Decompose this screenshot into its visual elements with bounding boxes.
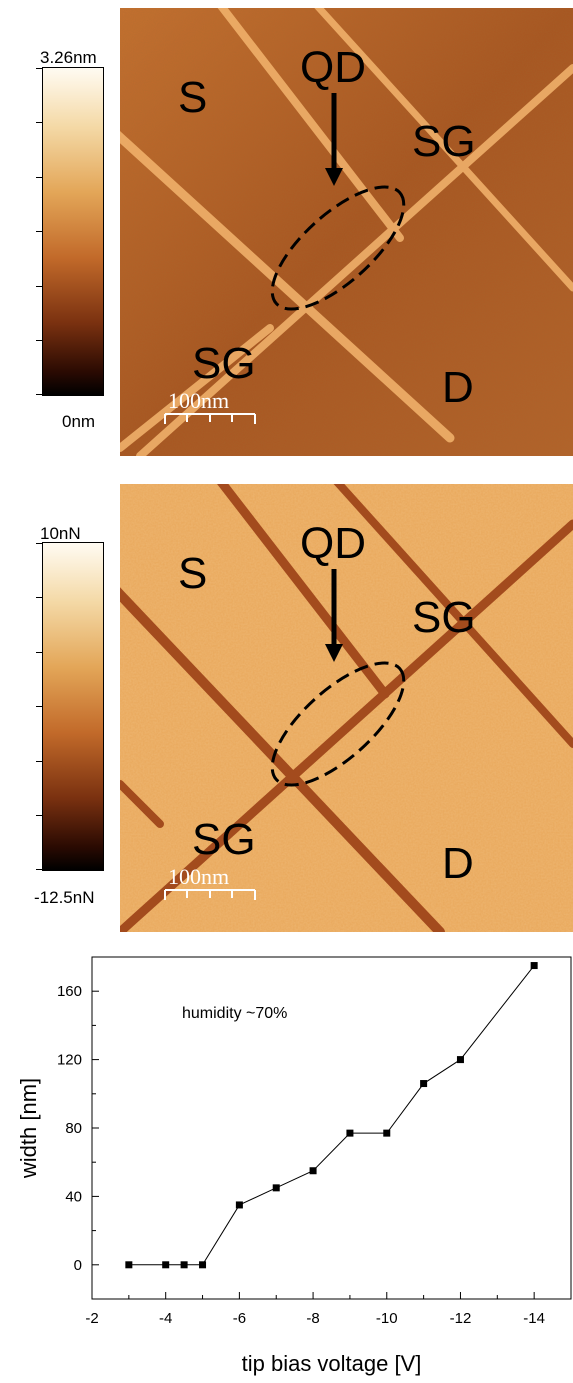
scale-label: 100nm [168,388,229,413]
x-tick-label: -12 [450,1310,472,1327]
scale-label: 100nm [168,864,229,889]
label-side-gate-left: SG [192,815,256,864]
data-point [346,1129,354,1137]
colorbar-min-label: -12.5nN [34,888,95,907]
x-axis-label: tip bias voltage [V] [242,1351,422,1376]
data-point [180,1261,188,1269]
label-drain: D [442,363,474,412]
data-point [125,1261,133,1269]
plot-frame [91,956,572,1300]
humidity-annotation: humidity ~70% [182,1005,287,1022]
x-tick-label: -10 [376,1310,398,1327]
data-point [309,1167,317,1175]
label-quantum-dot: QD [300,43,366,92]
x-tick-label: -2 [85,1310,98,1327]
chart-svg: -2 -4 -6 -8 -10 -12 -14 0 40 80 120 160 humidity ~7… [16,956,572,1376]
topography-panel: 3.26nm 0nm [0,0,573,460]
x-tick-label: -8 [306,1310,319,1327]
data-point [530,962,538,970]
label-source: S [178,549,207,598]
colorbar-min-label: 0nm [62,412,96,431]
data-point [162,1261,170,1269]
x-tick-label: -14 [523,1310,545,1327]
data-point [420,1080,428,1088]
label-drain: D [442,839,474,888]
width-vs-bias-chart: -2 -4 -6 -8 -10 -12 -14 0 40 80 120 160 humidity ~7… [0,945,573,1378]
label-side-gate-left: SG [192,339,256,388]
afm-topography-image: S QD SG SG D 100nm [120,8,573,456]
label-source: S [178,73,207,122]
y-tick-label: 80 [65,1120,82,1137]
y-tick-label: 160 [57,983,82,1000]
y-tick-label: 120 [57,1052,82,1069]
data-point [383,1129,391,1137]
colorbar-max-label: 3.26nm [40,48,97,67]
afm-friction-image: S QD SG SG D 100nm [120,484,573,932]
colorbar-max-label: 10nN [40,524,81,543]
label-side-gate-right: SG [412,117,476,166]
label-quantum-dot: QD [300,519,366,568]
data-point [456,1056,464,1064]
y-tick-label: 0 [74,1257,82,1274]
data-point [199,1261,207,1269]
label-side-gate-right: SG [412,593,476,642]
height-colorbar [36,67,104,396]
y-axis-label: width [nm] [16,1078,41,1179]
x-tick-label: -4 [159,1310,172,1327]
data-point [272,1184,280,1192]
y-tick-label: 40 [65,1188,82,1205]
force-colorbar [36,542,104,871]
x-tick-label: -6 [233,1310,246,1327]
friction-panel: 10nN -12.5nN [0,476,573,936]
data-point [235,1201,243,1209]
